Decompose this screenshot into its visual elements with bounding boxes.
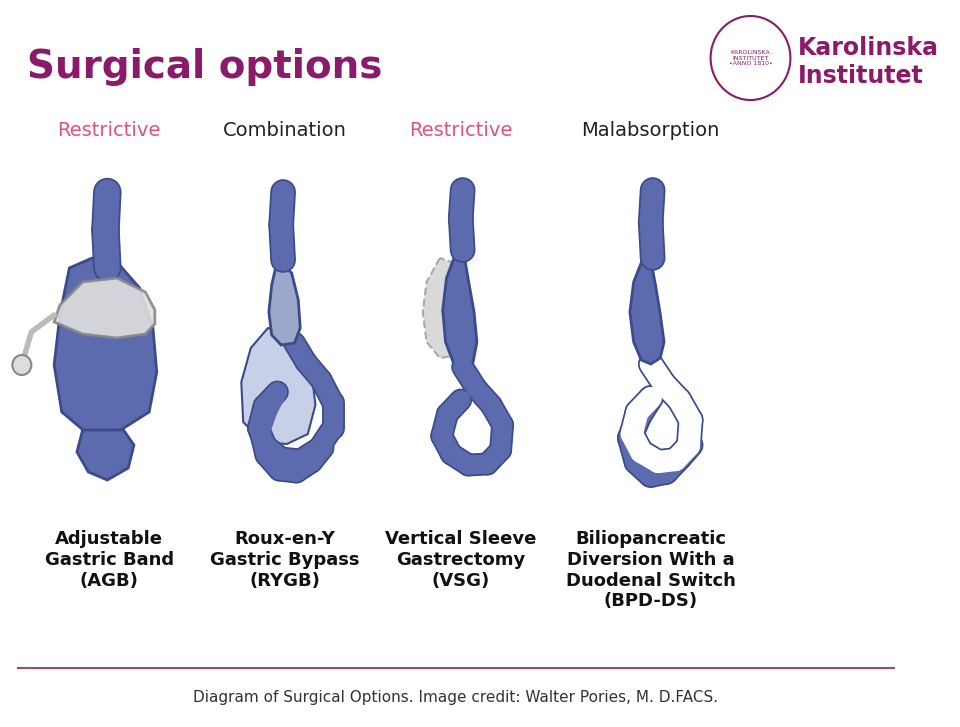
- Polygon shape: [269, 260, 300, 345]
- Text: Surgical options: Surgical options: [27, 48, 382, 86]
- Text: KAROLINSKA
INSTITUTET
•ANNO 1810•: KAROLINSKA INSTITUTET •ANNO 1810•: [729, 49, 773, 66]
- Polygon shape: [630, 258, 664, 364]
- Text: Restrictive: Restrictive: [58, 121, 161, 140]
- Polygon shape: [443, 250, 477, 367]
- Text: Karolinska
Institutet: Karolinska Institutet: [798, 36, 939, 88]
- Text: Vertical Sleeve
Gastrectomy
(VSG): Vertical Sleeve Gastrectomy (VSG): [385, 530, 537, 590]
- Text: Adjustable
Gastric Band
(AGB): Adjustable Gastric Band (AGB): [45, 530, 174, 590]
- Circle shape: [12, 355, 32, 375]
- Polygon shape: [54, 278, 155, 338]
- Text: Combination: Combination: [223, 121, 347, 140]
- Text: Malabsorption: Malabsorption: [582, 121, 720, 140]
- Polygon shape: [77, 430, 134, 480]
- Text: Restrictive: Restrictive: [409, 121, 513, 140]
- Text: Roux-en-Y
Gastric Bypass
(RYGB): Roux-en-Y Gastric Bypass (RYGB): [210, 530, 360, 590]
- Polygon shape: [422, 258, 468, 358]
- Polygon shape: [54, 258, 156, 432]
- Text: Diagram of Surgical Options. Image credit: Walter Pories, M. D.FACS.: Diagram of Surgical Options. Image credi…: [193, 690, 719, 705]
- Text: Biliopancreatic
Diversion With a
Duodenal Switch
(BPD-DS): Biliopancreatic Diversion With a Duodena…: [565, 530, 735, 611]
- Polygon shape: [241, 328, 316, 444]
